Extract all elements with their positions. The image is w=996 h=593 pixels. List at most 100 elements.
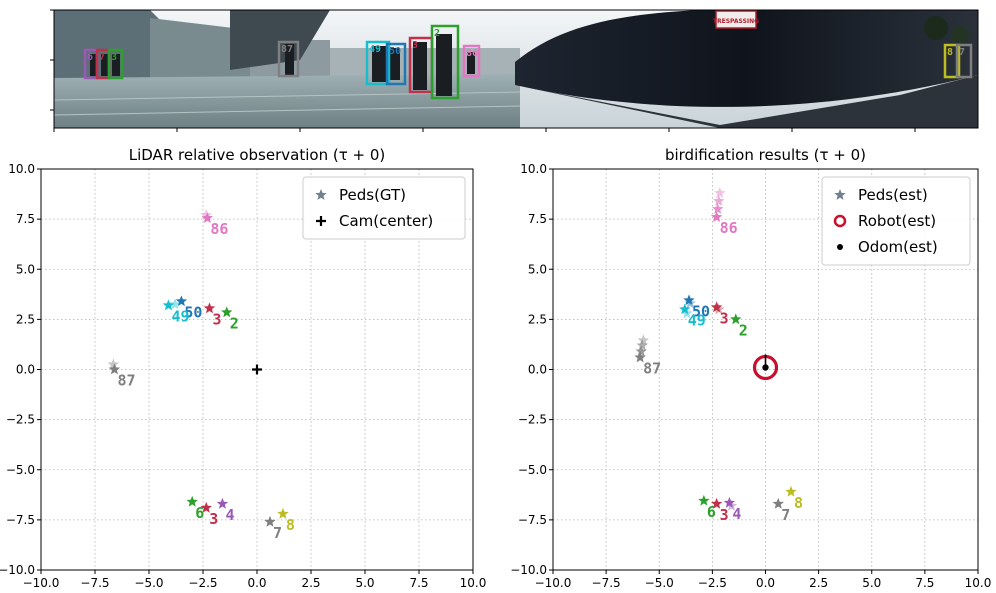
ped-point [264,515,276,527]
pedestrian-3: 3 [710,301,729,327]
y-tick-label: −7.5 [518,513,547,527]
y-tick-label: 7.5 [16,212,35,226]
legend-entry: Peds(GT) [315,186,406,204]
legend-label: Robot(est) [858,212,936,230]
pedestrian-86: 86 [710,187,738,237]
pedestrian-87: 87 [107,358,136,390]
ped-id-label: 3 [209,510,218,528]
legend-ring-icon [833,214,847,228]
x-tick-label: 5.0 [355,576,374,590]
detection-box-8: 8 [943,43,961,79]
odom-marker [762,364,769,371]
ped-point [108,363,121,375]
ped-id-label: 4 [732,505,741,523]
legend-entry: Cam(center) [316,212,433,230]
y-tick-label: −7.5 [6,513,35,527]
pedestrian-50: 50 [683,294,710,320]
legend-dot-icon [837,244,843,250]
legend-plus-icon [316,216,326,226]
pedestrian-6: 6 [186,495,204,522]
detection-box-label: 3 [111,52,117,63]
legend: Peds(est) Robot(est) Odom(est) [821,176,971,266]
ped-point [201,212,214,223]
ped-point [277,507,289,519]
ped-id-label: 2 [739,321,748,339]
y-tick-label: −5.0 [6,463,35,477]
ped-id-label: 87 [117,372,135,390]
y-tick-label: 10.0 [520,162,547,176]
detection-box-2: 2 [430,24,460,100]
ped-point [186,495,198,507]
ped-id-label: 7 [781,506,790,524]
pedestrian-silhouettes [90,34,475,96]
x-tick-label: 10.0 [460,576,487,590]
detection-box-label: 7 [99,52,105,63]
legend-star-icon [834,189,846,200]
legend-label: Peds(est) [858,186,928,204]
ped-point [785,485,797,497]
x-tick-label: −10.0 [23,576,60,590]
ped-id-label: 49 [688,311,706,329]
ped-id-label: 8 [794,494,803,512]
detection-box-50: 50 [385,42,407,86]
pedestrian-49: 49 [162,298,190,325]
legend-box [821,176,971,266]
x-tick-label: 7.5 [915,576,934,590]
ped-id-label: 4 [225,506,234,524]
detection-box-87: 87 [277,40,300,78]
y-tick-label: 5.0 [528,262,547,276]
cam-center-marker [252,364,262,375]
ped-id-label: 2 [230,314,239,332]
legend-label: Peds(GT) [339,186,406,204]
ped-id-label: 50 [692,302,710,320]
lidar-observation-chart: −10.0 −7.5 −5.0 −2.5 0.0 2.5 5.0 7.5 10.0 −10.0 −7… [0,146,486,590]
x-tick-label: 2.5 [301,576,320,590]
x-tick-label: 7.5 [409,576,428,590]
x-tick-label: −2.5 [188,576,217,590]
y-tick-label: −10.0 [510,563,547,577]
x-tick-label: −7.5 [592,576,621,590]
ped-id-label: 86 [720,219,738,237]
chart-title: birdification results (τ + 0) [665,146,866,164]
building [54,10,170,82]
x-tick-label: 2.5 [809,576,828,590]
sign-text: TRESPASSING [713,18,759,25]
pedestrian-87: 87 [634,334,661,377]
pedestrian-3: 3 [203,302,222,328]
camera-strip-frame [53,9,979,129]
pedestrian-3: 3 [710,497,729,524]
ped-point [772,497,784,509]
legend-label: Cam(center) [339,212,433,230]
birdification-results-chart: −10.0 −7.5 −5.0 −2.5 0.0 2.5 5.0 7.5 10.0 −10.0 −7… [510,146,991,590]
detection-box-label: 2 [434,28,440,39]
x-tick-label: −2.5 [698,576,727,590]
ped-point [683,294,695,306]
ped-point [107,358,120,370]
detection-box-49: 49 [365,40,391,86]
detection-box-label: 6 [87,52,93,63]
ped-point [698,494,710,506]
ped-point [216,497,229,509]
detection-box-label: 3 [412,40,418,51]
detection-box-label: 8 [947,47,953,58]
y-tick-label: 0.0 [16,363,35,377]
ped-point [203,302,216,314]
ped-point [221,306,233,318]
y-tick-label: 2.5 [528,312,547,326]
ped-id-label: 50 [184,303,202,321]
ped-point [200,209,212,220]
legend-entry: Peds(est) [834,186,928,204]
legend-label: Odom(est) [858,238,938,256]
x-tick-label: 0.0 [756,576,775,590]
x-tick-label: −7.5 [80,576,109,590]
detection-box-3: 3 [107,48,124,80]
ped-point [679,303,691,315]
y-tick-label: 5.0 [16,262,35,276]
ped-point [723,496,736,508]
x-tick-label: −10.0 [535,576,572,590]
ped-point [710,211,723,222]
y-tick-label: −2.5 [518,413,547,427]
